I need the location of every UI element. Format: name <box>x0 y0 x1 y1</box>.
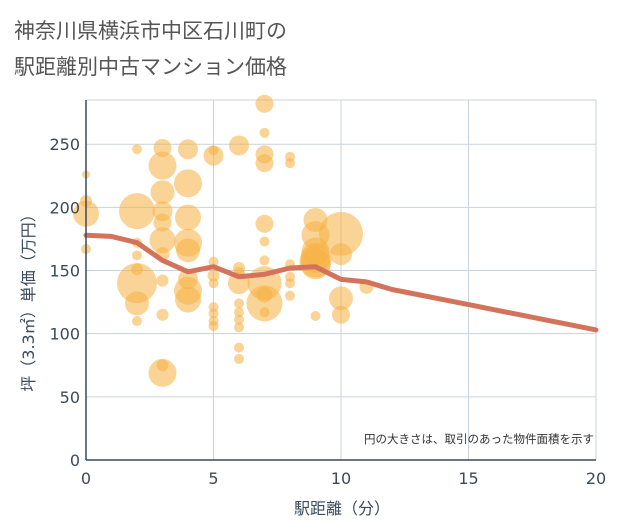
y-tick-label: 150 <box>49 262 80 281</box>
bubble-point <box>255 154 274 173</box>
bubble-point <box>310 311 321 321</box>
bubble-point <box>178 139 198 160</box>
bubble-point <box>234 353 244 364</box>
axes <box>85 100 596 461</box>
x-tick-label: 20 <box>586 469 606 488</box>
chart-title-line-1: 神奈川県横浜市中区石川町の <box>14 19 287 43</box>
bubble-point <box>153 213 172 232</box>
bubble-point <box>234 307 244 318</box>
bubble-point <box>208 278 219 289</box>
bubble-point <box>259 307 270 318</box>
y-tick-labels: 0 50 100 150 200 250 <box>49 135 80 470</box>
bubble-point <box>246 285 283 322</box>
bubble-point <box>156 274 169 287</box>
bubble-point <box>150 180 175 205</box>
bubble-point <box>203 145 224 166</box>
x-tick-labels: 0 5 10 15 20 <box>81 469 606 488</box>
bubble-point <box>132 144 142 155</box>
average-price-line <box>83 232 599 333</box>
bubble-point <box>148 151 177 180</box>
x-tick-label: 10 <box>331 469 351 488</box>
bubble-point <box>175 204 201 231</box>
bubble-point <box>125 291 149 316</box>
y-tick-label: 100 <box>49 325 80 344</box>
bubble-point <box>234 342 244 353</box>
bubble-point <box>174 169 202 198</box>
chart-title-line-2: 駅距離別中古マンション価格 <box>14 55 287 79</box>
bubble-point <box>132 250 142 261</box>
y-axis-label: 坪（3.3㎡）単価（万円） <box>19 206 38 391</box>
y-tick-label: 250 <box>49 135 80 154</box>
x-tick-label: 0 <box>81 469 91 488</box>
bubble-point <box>259 236 270 247</box>
bubble-point <box>132 316 142 327</box>
chart-title: 神奈川県横浜市中区石川町の 駅距離別中古マンション価格 <box>14 19 287 79</box>
bubble-point <box>332 305 350 324</box>
x-axis-label: 駅距離（分） <box>294 499 390 518</box>
y-tick-label: 0 <box>70 451 80 470</box>
y-tick-label: 200 <box>49 198 80 217</box>
bubble-point <box>285 278 295 289</box>
bubble-point <box>117 263 157 304</box>
bubble-point <box>255 94 274 113</box>
bubble-point <box>148 358 177 387</box>
x-tick-label: 5 <box>208 469 218 488</box>
bubble-point <box>208 256 219 267</box>
bubble-point <box>229 135 249 156</box>
bubble-point <box>208 321 219 332</box>
bubble-point <box>329 286 353 311</box>
bubble-point <box>208 308 219 319</box>
bubble-point <box>319 211 363 256</box>
bubble-point <box>175 286 201 313</box>
bubble-point <box>149 227 176 254</box>
x-tick-label: 15 <box>458 469 478 488</box>
bubble-point <box>285 290 295 301</box>
bubble-point <box>285 158 295 169</box>
bubble-point <box>255 214 274 233</box>
bubble-point <box>259 255 270 266</box>
bubble-point <box>119 193 155 230</box>
y-tick-label: 50 <box>60 388 80 407</box>
bubble-point <box>259 127 270 138</box>
bubble-series <box>73 94 374 387</box>
bubble-point <box>234 298 244 309</box>
bubble-point <box>234 314 244 325</box>
bubble-point <box>156 308 169 321</box>
average-line-series <box>83 232 599 333</box>
bubble-point <box>330 243 352 266</box>
bubble-point <box>207 269 220 282</box>
size-note: 円の大きさは、取引のあった物件面積を示す <box>364 432 594 446</box>
bubble-point <box>176 238 200 263</box>
bubble-point <box>234 322 244 333</box>
